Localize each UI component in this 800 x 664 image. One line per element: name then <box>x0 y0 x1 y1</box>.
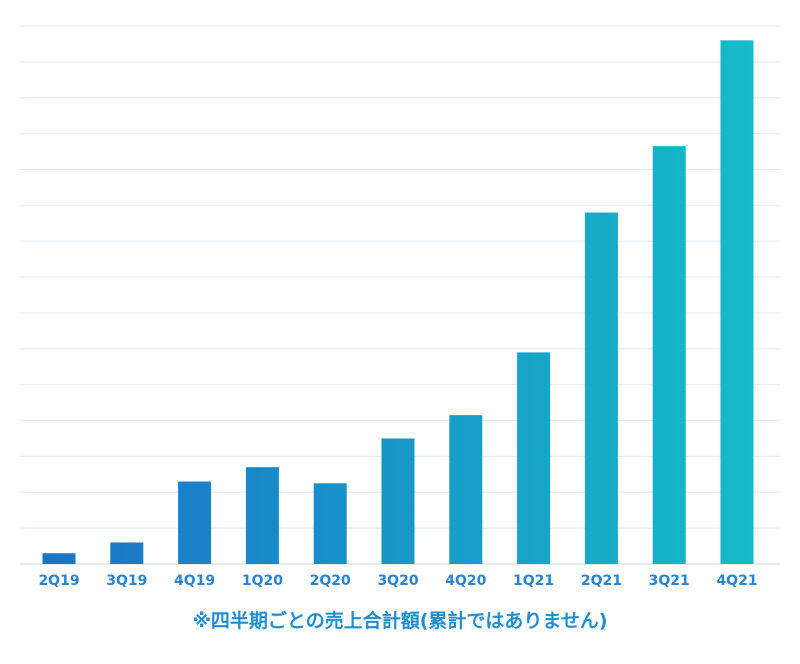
bar-4q21 <box>720 40 754 564</box>
gridlines <box>20 25 780 565</box>
x-tick-label: 2Q19 <box>38 573 79 589</box>
bar-1q20 <box>245 467 279 564</box>
bar-3q20 <box>381 438 415 564</box>
x-tick-label: 1Q21 <box>513 573 554 589</box>
bar-2q19 <box>42 553 76 564</box>
bar-3q19 <box>110 542 144 564</box>
x-tick-label: 1Q20 <box>242 573 283 589</box>
bar-3q21 <box>652 146 686 565</box>
chart-footnote: ※四半期ごとの売上合計額(累計ではありません) <box>192 610 608 632</box>
bars <box>42 40 754 565</box>
bar-2q20 <box>313 483 347 564</box>
x-axis-labels: 2Q19 3Q19 4Q19 1Q20 2Q20 3Q20 4Q20 1Q21 2Q21 3Q21… <box>38 573 757 589</box>
bar-4q19 <box>178 481 212 564</box>
bar-1q21 <box>517 352 551 564</box>
x-tick-label: 3Q20 <box>377 573 418 589</box>
x-tick-label: 2Q20 <box>310 573 351 589</box>
x-tick-label: 4Q20 <box>445 573 486 589</box>
bar-2q21 <box>584 212 618 565</box>
bar-4q20 <box>449 415 483 564</box>
x-tick-label: 4Q19 <box>174 573 215 589</box>
x-tick-label: 2Q21 <box>581 573 622 589</box>
x-tick-label: 3Q19 <box>106 573 147 589</box>
x-tick-label: 3Q21 <box>649 573 690 589</box>
x-tick-label: 4Q21 <box>716 573 757 589</box>
